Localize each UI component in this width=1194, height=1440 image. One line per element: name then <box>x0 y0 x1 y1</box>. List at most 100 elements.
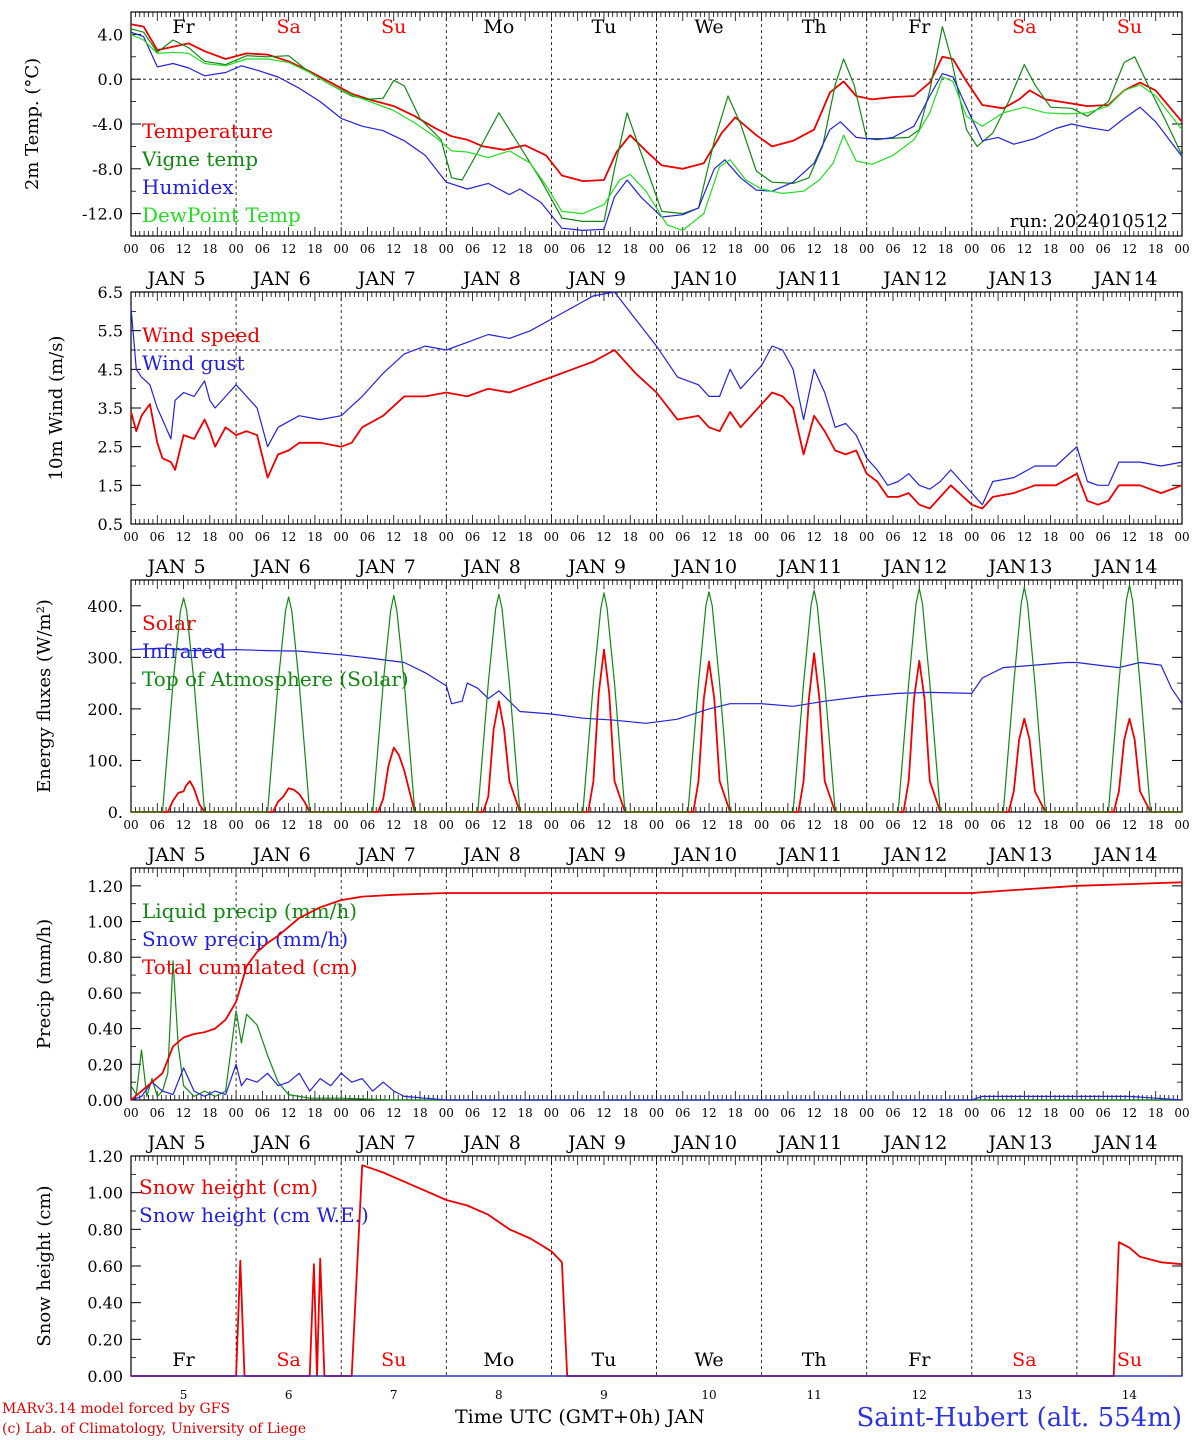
y-tick-label: 2.5 <box>98 438 123 457</box>
hour-tick-label: 00 <box>1069 530 1084 544</box>
hour-tick-label: 00 <box>964 818 979 832</box>
y-tick-label: 300. <box>87 648 123 667</box>
day-number-label: 5 <box>180 1388 188 1402</box>
hour-tick-label: 12 <box>281 1106 296 1120</box>
hour-tick-label: 18 <box>728 818 743 832</box>
legend-entry: Liquid precip (mm/h) <box>142 899 357 923</box>
y-tick-label: 0.20 <box>87 1330 123 1349</box>
hour-tick-label: 12 <box>596 818 611 832</box>
hour-tick-label: 06 <box>990 818 1005 832</box>
hour-tick-label: 12 <box>491 530 506 544</box>
hour-tick-label: 12 <box>281 242 296 256</box>
day-number-label: 7 <box>404 556 416 578</box>
hour-tick-label: 18 <box>833 530 848 544</box>
day-number-label: 14 <box>1133 844 1157 866</box>
hour-tick-label: 00 <box>123 242 138 256</box>
day-number-label: 6 <box>285 1388 293 1402</box>
y-axis-title: Energy fluxes (W/m²) <box>34 599 55 793</box>
day-number-label: 12 <box>923 556 947 578</box>
month-label: JAN <box>671 268 711 290</box>
legend-entry: Temperature <box>142 119 273 143</box>
series-line-top-of-atmosphere-solar- <box>131 584 1182 813</box>
hour-tick-label: 12 <box>491 818 506 832</box>
day-number-label: 12 <box>923 1132 947 1154</box>
hour-tick-label: 00 <box>544 1106 559 1120</box>
hour-tick-label: 06 <box>675 1106 690 1120</box>
day-number-label: 9 <box>600 1388 608 1402</box>
hour-tick-label: 12 <box>1122 242 1137 256</box>
hour-tick-label: 12 <box>912 242 927 256</box>
month-label: JAN <box>251 844 291 866</box>
hour-tick-label: 18 <box>1148 530 1163 544</box>
month-label: JAN <box>251 556 291 578</box>
hour-tick-label: 12 <box>1122 818 1137 832</box>
hour-tick-label: 00 <box>123 530 138 544</box>
day-number-label: 13 <box>1028 268 1052 290</box>
y-axis-title: 10m Wind (m/s) <box>46 336 67 481</box>
hour-tick-label: 18 <box>412 818 427 832</box>
month-label: JAN <box>986 844 1026 866</box>
y-tick-label: 1.00 <box>87 913 123 932</box>
day-number-label: 10 <box>713 268 737 290</box>
hour-tick-label: 12 <box>176 818 191 832</box>
hour-tick-label: 06 <box>360 242 375 256</box>
series-line-solar <box>131 648 1182 813</box>
month-label: JAN <box>461 844 501 866</box>
hour-tick-label: 12 <box>1017 818 1032 832</box>
hour-tick-label: 12 <box>701 1106 716 1120</box>
day-number-label: 5 <box>194 844 206 866</box>
hour-tick-label: 06 <box>780 530 795 544</box>
hour-tick-label: 06 <box>885 818 900 832</box>
day-number-label: 5 <box>194 556 206 578</box>
hour-tick-label: 06 <box>780 1106 795 1120</box>
day-number-label: 14 <box>1133 1132 1157 1154</box>
weekday-label: We <box>694 16 723 38</box>
day-number-label: 11 <box>818 268 842 290</box>
panel-4: 1.20 1.00 0.80 0.60 0.40 0.20 0.00 Precip (mm/h… <box>34 867 1190 1154</box>
hour-tick-label: 12 <box>1017 530 1032 544</box>
legend-entry: Snow precip (mm/h) <box>142 927 348 951</box>
hour-tick-label: 00 <box>439 818 454 832</box>
hour-tick-label: 18 <box>623 1106 638 1120</box>
y-tick-label: 6.5 <box>98 283 123 302</box>
hour-tick-label: 00 <box>649 1106 664 1120</box>
y-tick-label: 1.20 <box>87 877 123 896</box>
hour-tick-label: 18 <box>1148 818 1163 832</box>
day-number-label: 10 <box>713 844 737 866</box>
hour-tick-label: 06 <box>1096 1106 1111 1120</box>
day-number-label: 8 <box>495 1388 503 1402</box>
weekday-label: Fr <box>172 1349 195 1371</box>
hour-tick-label: 06 <box>1096 530 1111 544</box>
day-number-label: 14 <box>1122 1388 1138 1402</box>
weekday-label: Sa <box>1012 1349 1036 1371</box>
hour-tick-label: 12 <box>491 1106 506 1120</box>
series-line-dewpoint-temp <box>130 33 1183 231</box>
y-tick-label: 0.00 <box>87 1091 123 1110</box>
y-tick-label: 0.40 <box>87 1294 123 1313</box>
day-number-label: 8 <box>509 556 521 578</box>
hour-tick-label: 18 <box>728 1106 743 1120</box>
series-line-wind-speed <box>130 349 1183 510</box>
hour-tick-label: 18 <box>517 1106 532 1120</box>
y-tick-label: 0. <box>108 803 123 822</box>
day-number-label: 13 <box>1028 556 1052 578</box>
weekday-label: Sa <box>276 1349 300 1371</box>
day-number-label: 13 <box>1028 1132 1052 1154</box>
day-number-label: 9 <box>614 556 626 578</box>
hour-tick-label: 00 <box>754 242 769 256</box>
hour-tick-label: 00 <box>1174 818 1189 832</box>
hour-tick-label: 06 <box>255 1106 270 1120</box>
legend-entry: Infrared <box>142 639 226 663</box>
month-label: JAN <box>566 268 606 290</box>
hour-tick-label: 00 <box>1174 1106 1189 1120</box>
hour-tick-label: 12 <box>386 242 401 256</box>
hour-tick-label: 18 <box>833 242 848 256</box>
month-label: JAN <box>461 1132 501 1154</box>
hour-tick-label: 18 <box>307 1106 322 1120</box>
day-number-label: 10 <box>701 1388 716 1402</box>
day-number-label: 8 <box>509 268 521 290</box>
hour-tick-label: 18 <box>307 818 322 832</box>
hour-tick-label: 18 <box>833 1106 848 1120</box>
hour-tick-label: 00 <box>228 242 243 256</box>
weekday-label: Su <box>1117 16 1142 38</box>
